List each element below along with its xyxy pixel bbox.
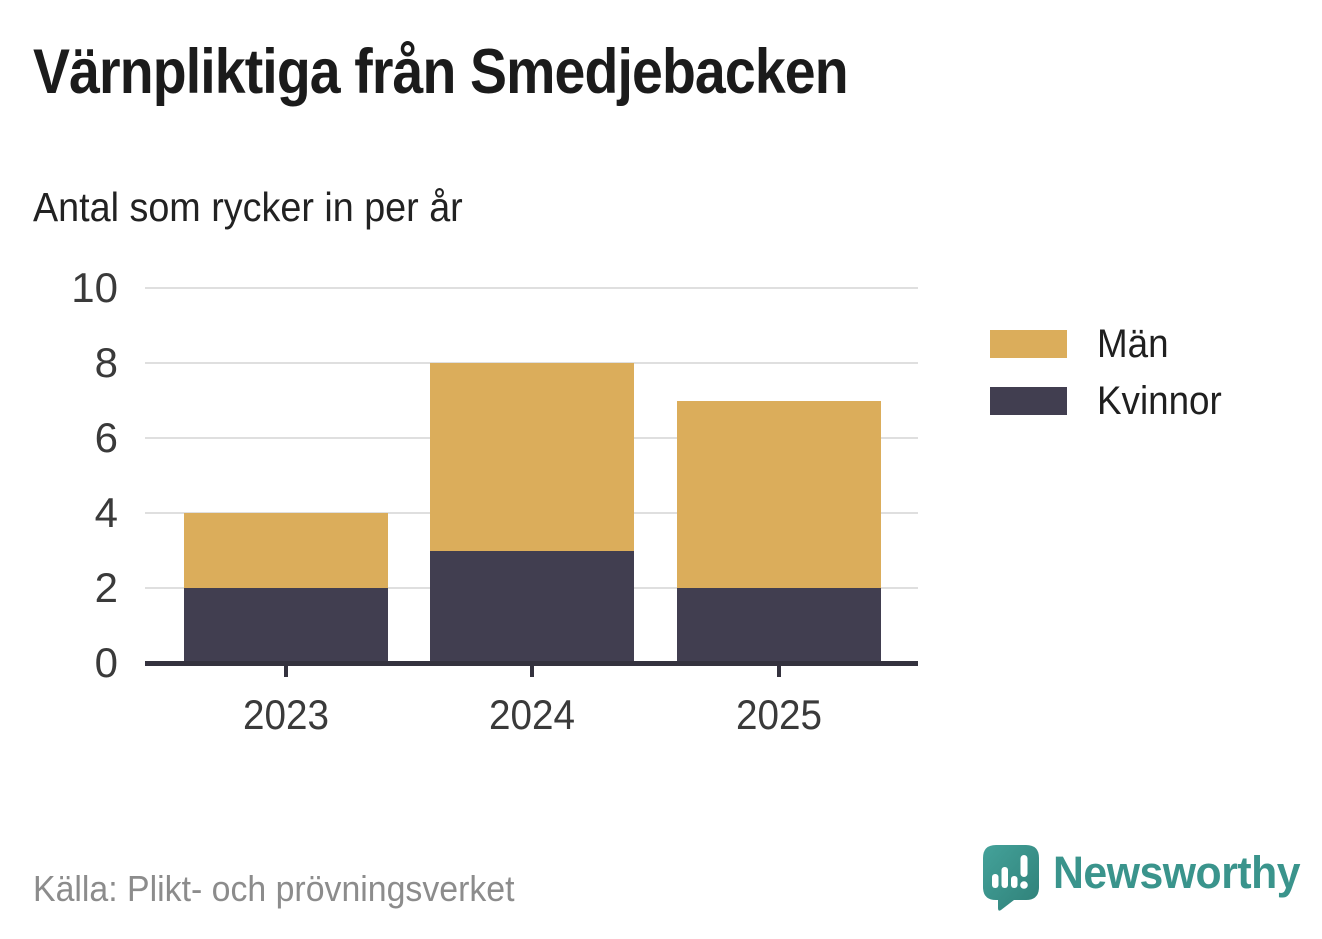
bar-segment-2024-kvinnor (430, 550, 634, 663)
source-note: Källa: Plikt- och prövningsverket (33, 868, 515, 909)
bar-segment-2025-kvinnor (677, 588, 881, 663)
legend-label-men: Män (1097, 321, 1169, 366)
newsworthy-logo: Newsworthy (983, 845, 1313, 911)
x-tick-label-2024: 2024 (489, 691, 575, 738)
x-tick-label-2025: 2025 (736, 691, 822, 738)
x-tick-2025 (777, 666, 781, 677)
legend-swatch-men (990, 330, 1067, 358)
bar-segment-2024-män (430, 363, 634, 551)
newsworthy-logo-icon (983, 845, 1039, 911)
bar-segment-2023-män (184, 513, 388, 588)
newsworthy-wordmark: Newsworthy (1053, 847, 1301, 898)
legend: Män Kvinnor (990, 322, 1233, 444)
plot-area: 2023 2024 2025 (145, 287, 918, 738)
x-tick-2023 (284, 666, 288, 677)
x-tick-label-2023: 2023 (243, 691, 329, 738)
x-axis-line (145, 661, 918, 666)
legend-label-women: Kvinnor (1097, 378, 1222, 423)
y-tick-label-4: 4 (94, 489, 118, 536)
chart-subtitle: Antal som rycker in per år (33, 184, 463, 230)
y-tick-label-2: 2 (94, 564, 118, 611)
bar-segment-2023-kvinnor (184, 588, 388, 663)
x-tick-2024 (530, 666, 534, 677)
legend-item-women: Kvinnor (990, 379, 1233, 423)
y-tick-label-8: 8 (94, 339, 118, 386)
y-tick-label-0: 0 (94, 639, 118, 686)
legend-swatch-women (990, 387, 1067, 415)
gridline-10 (145, 287, 918, 289)
legend-item-men: Män (990, 322, 1233, 366)
page-title: Värnpliktiga från Smedjebacken (33, 37, 849, 107)
y-tick-label-6: 6 (94, 414, 118, 461)
bar-segment-2025-män (677, 400, 881, 588)
y-tick-label-10: 10 (71, 264, 118, 311)
